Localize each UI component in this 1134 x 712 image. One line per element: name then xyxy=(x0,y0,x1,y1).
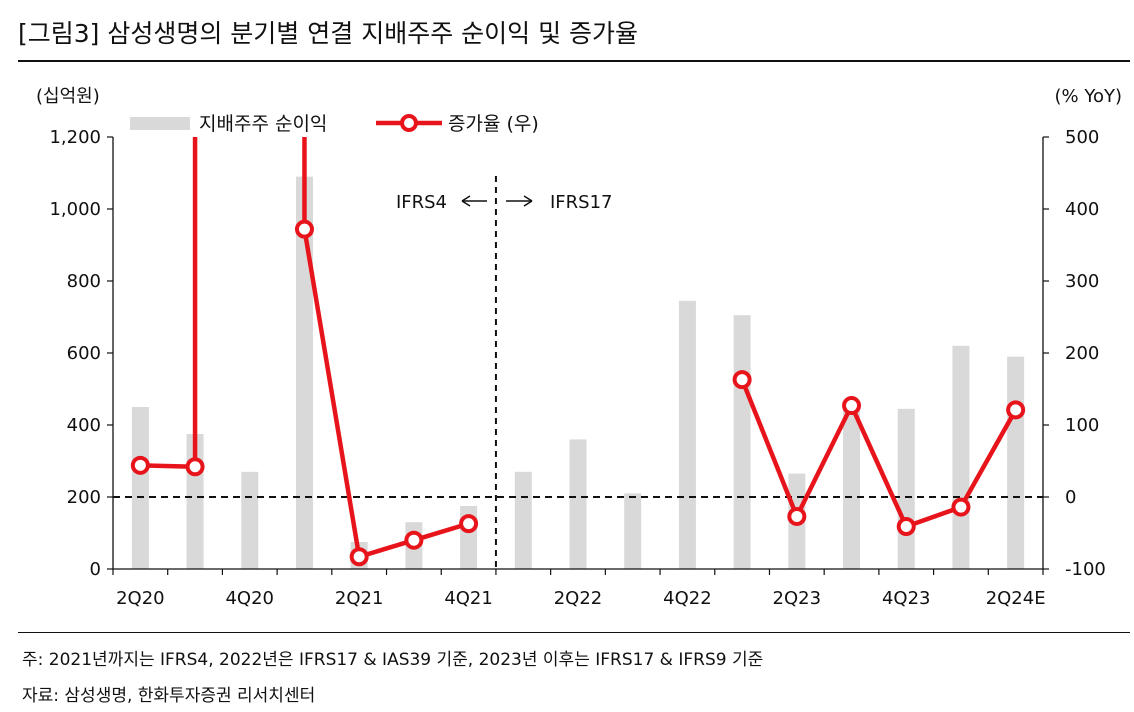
bar-4Q20 xyxy=(241,471,259,569)
y-right-tick-label: 400 xyxy=(1065,199,1099,220)
title-rule xyxy=(18,60,1130,62)
bar-2Q20 xyxy=(131,407,149,569)
legend-swatch-bar xyxy=(130,117,190,130)
growth-line-2023-2024 xyxy=(740,378,1018,529)
y-right-tick-label: 100 xyxy=(1065,415,1099,436)
y-left-tick-label: 1,200 xyxy=(49,127,101,148)
y-left-tick-label: 1,000 xyxy=(49,199,101,220)
x-tick-label: 4Q22 xyxy=(663,588,712,609)
bar-2Q24E xyxy=(1007,356,1025,569)
x-tick-label: 2Q20 xyxy=(116,588,165,609)
legend-label-bar: 지배주주 순이익 xyxy=(199,113,327,135)
x-tick-label: 2Q21 xyxy=(335,588,384,609)
x-tick-label: 2Q22 xyxy=(554,588,603,609)
y-right-tick-label: -100 xyxy=(1065,559,1106,580)
growth-point-2Q21 xyxy=(349,547,369,567)
y-right-axis-title: (% YoY) xyxy=(1055,86,1122,107)
footnote-source: 자료: 삼성생명, 한화투자증권 리서치센터 xyxy=(22,686,316,706)
bar-4Q23 xyxy=(897,408,915,569)
growth-point-3Q23 xyxy=(842,396,862,416)
legend-swatch-marker xyxy=(400,114,418,132)
y-left-tick-label: 800 xyxy=(67,271,101,292)
y-left-tick-label: 200 xyxy=(67,487,101,508)
y-left-tick-label: 600 xyxy=(67,343,101,364)
bar-3Q23 xyxy=(843,403,861,569)
growth-point-4Q23 xyxy=(896,517,916,537)
x-tick-label: 2Q23 xyxy=(773,588,822,609)
bar-4Q22 xyxy=(678,300,696,569)
bar-1Q23 xyxy=(733,315,751,569)
growth-point-2Q20 xyxy=(130,455,150,475)
figure-title: [그림3] 삼성생명의 분기별 연결 지배주주 순이익 및 증가율 xyxy=(18,19,639,48)
annotation-ifrs17: IFRS17 xyxy=(550,192,613,213)
growth-point-3Q20 xyxy=(185,457,205,477)
arrow-right-head xyxy=(523,195,533,207)
y-left-tick-label: 0 xyxy=(90,559,101,580)
growth-point-1Q23 xyxy=(732,370,752,390)
growth-point-4Q21 xyxy=(459,514,479,534)
y-right-tick-label: 300 xyxy=(1065,271,1099,292)
y-right-tick-label: 200 xyxy=(1065,343,1099,364)
chart: 0 200 400 600 800 1,000 1,200 -100 0 100 200 300 400… xyxy=(36,86,1122,609)
growth-point-2Q24E xyxy=(1006,400,1026,420)
bar-2Q22 xyxy=(569,439,587,569)
bar-1Q24 xyxy=(952,345,970,569)
x-tick-label: 4Q20 xyxy=(225,588,274,609)
legend-label-line: 증가율 (우) xyxy=(448,113,539,135)
annotation-ifrs4: IFRS4 xyxy=(396,192,447,213)
x-tick-label: 4Q23 xyxy=(882,588,931,609)
growth-point-3Q21 xyxy=(404,530,424,550)
bar-3Q22 xyxy=(624,493,642,569)
x-tick-label: 4Q21 xyxy=(444,588,493,609)
y-right-tick-label: 500 xyxy=(1065,127,1099,148)
y-right-tick-label: 0 xyxy=(1065,487,1076,508)
y-left-tick-label: 400 xyxy=(67,415,101,436)
footnote-basis: 주: 2021년까지는 IFRS4, 2022년은 IFRS17 & IAS39… xyxy=(22,650,764,670)
growth-line-2021 xyxy=(302,228,470,560)
x-tick-label: 2Q24E xyxy=(986,588,1046,609)
growth-point-2Q23 xyxy=(787,506,807,526)
growth-point-1Q21 xyxy=(294,219,314,239)
arrow-left-head xyxy=(461,195,471,207)
footer-rule xyxy=(18,632,1130,633)
growth-point-1Q24 xyxy=(951,497,971,517)
title-bar: [그림3] 삼성생명의 분기별 연결 지배주주 순이익 및 증가율 xyxy=(0,0,1134,62)
bar-1Q21 xyxy=(295,176,313,569)
y-left-axis-title: (십억원) xyxy=(36,86,100,107)
bar-1Q22 xyxy=(514,471,532,569)
